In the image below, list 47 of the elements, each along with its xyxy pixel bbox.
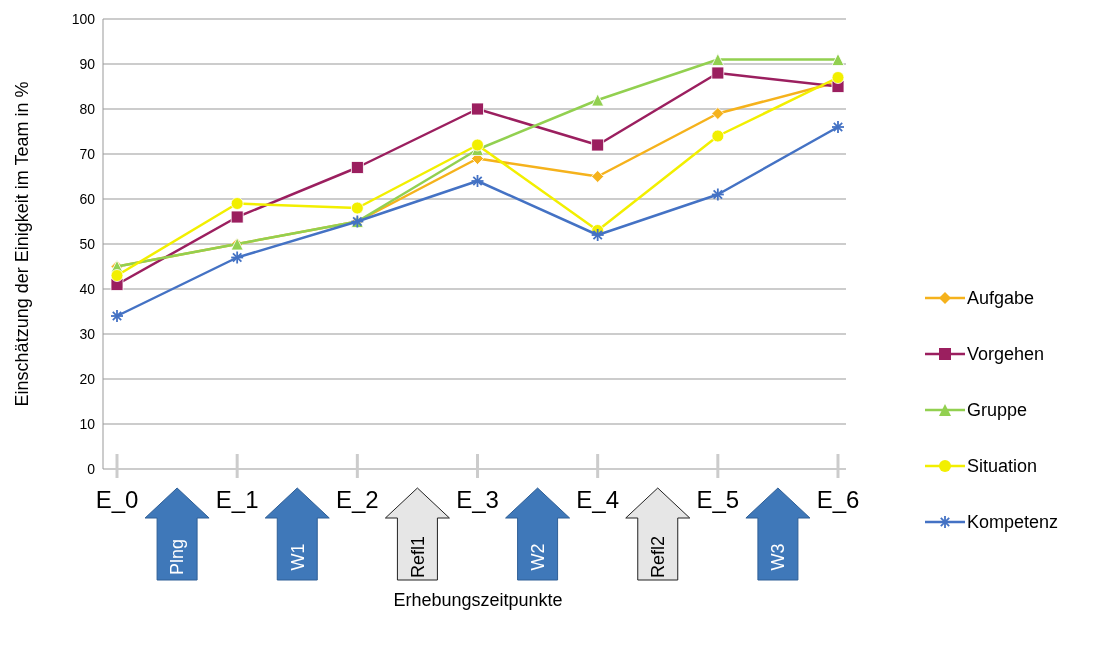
point [230,197,244,210]
text: Plng [167,538,188,576]
text: W3 [768,543,789,571]
point [471,102,484,116]
point [591,170,605,183]
y-tick-label: 60 [79,190,96,207]
point [350,161,364,174]
x-tick-label: E_5 [696,486,740,513]
y-tick-label: 20 [79,370,96,387]
y-tick-label: 50 [79,235,96,252]
y-tick-label: 40 [79,280,96,297]
point [471,138,484,152]
x-tick-label: E_4 [576,486,620,513]
point [110,269,124,282]
y-tick-label: 10 [79,415,96,432]
point [831,71,845,84]
y-tick-label: 0 [87,460,96,477]
y-tick-label: 90 [79,55,96,72]
x-tick-label: E_2 [335,486,379,513]
y-axis-title: Einschätzung der Einigkeit im Team in % [12,81,33,407]
point [711,66,725,80]
x-tick-label: E_1 [215,486,259,513]
y-tick-label: 80 [79,100,96,117]
x-axis-title: Erhebungszeitpunkte [393,590,563,611]
legend-label: Kompetenz [967,512,1059,533]
point [711,53,725,66]
legend-label: Vorgehen [967,344,1045,365]
point [591,93,605,107]
text: W2 [527,543,548,571]
point [350,201,364,215]
legend-label: Gruppe [967,400,1028,421]
text: Refl1 [407,535,428,579]
legend-label: Situation [967,456,1038,477]
legend-label: Aufgabe [967,288,1035,309]
y-tick-label: 30 [79,325,96,342]
x-tick-label: E_6 [816,486,860,513]
y-tick-label: 100 [71,10,96,27]
x-tick-label: E_3 [456,486,499,513]
x-tick-label: E_0 [95,486,139,513]
text: W1 [287,543,308,571]
point [831,53,845,66]
point [591,138,605,152]
point [711,129,725,143]
y-tick-label: 70 [79,145,96,162]
point [230,210,244,224]
text: Refl2 [648,535,669,579]
point [711,107,725,120]
